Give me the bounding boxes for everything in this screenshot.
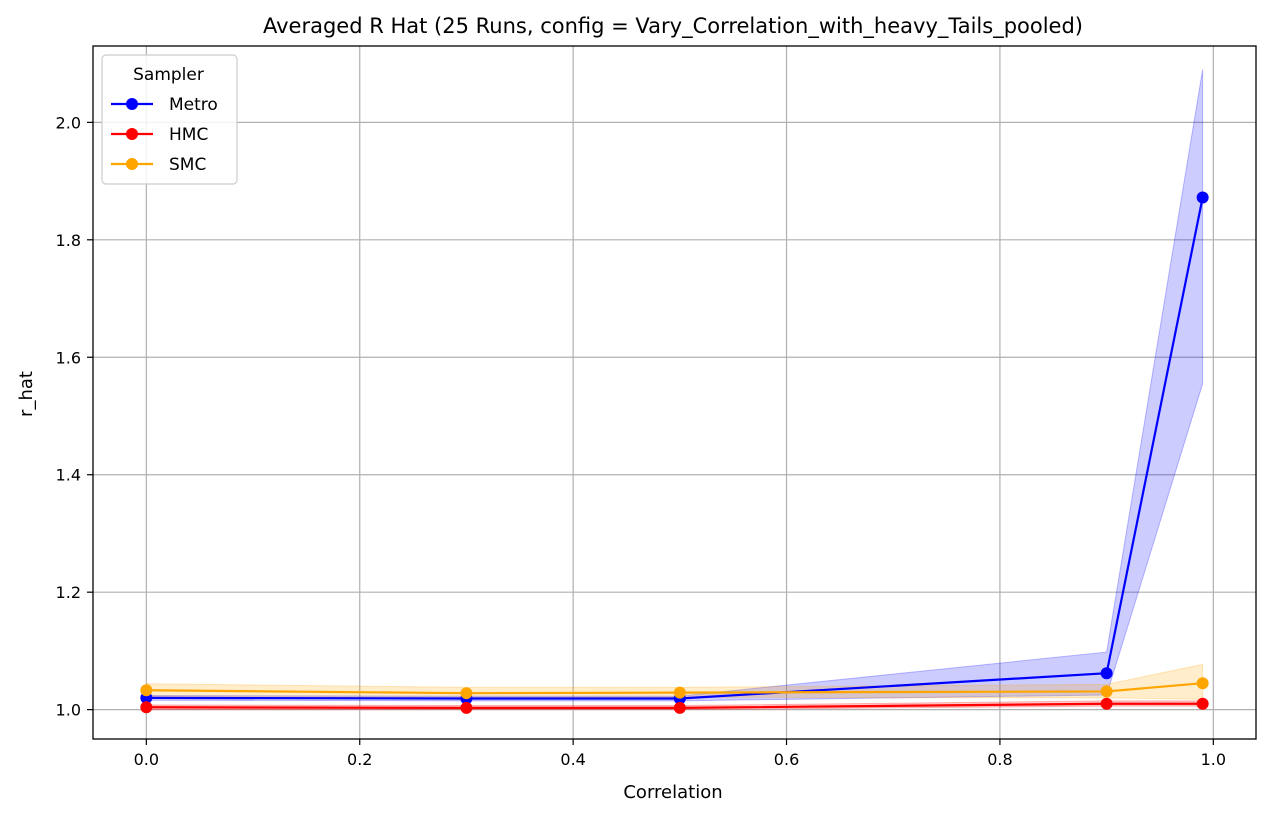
y-tick-label: 1.6 <box>56 348 81 367</box>
data-point-smc <box>140 684 153 697</box>
x-tick-label: 0.4 <box>560 750 585 769</box>
y-axis-label: r_hat <box>16 371 37 417</box>
legend: Sampler Metro HMC SMC <box>101 54 238 185</box>
data-point-metro <box>1100 667 1113 680</box>
data-point-smc <box>673 686 686 699</box>
x-tick-label: 0.6 <box>774 750 799 769</box>
x-tick-label: 1.0 <box>1201 750 1226 769</box>
legend-marker-metro <box>126 98 138 110</box>
x-tick-label: 0.8 <box>987 750 1012 769</box>
data-point-hmc <box>673 701 686 714</box>
data-point-hmc <box>1196 697 1209 710</box>
legend-marker-smc <box>126 158 138 170</box>
legend-title: Sampler <box>133 65 204 85</box>
data-point-hmc <box>460 701 473 714</box>
data-point-hmc <box>140 701 153 714</box>
legend-marker-hmc <box>126 128 138 140</box>
chart-title: Averaged R Hat (25 Runs, config = Vary_C… <box>263 14 1083 39</box>
legend-label-metro: Metro <box>169 95 218 115</box>
series-line-metro <box>146 197 1204 700</box>
legend-label-hmc: HMC <box>169 125 208 145</box>
legend-box <box>101 54 238 185</box>
y-tick-label: 1.2 <box>56 583 81 602</box>
data-point-smc <box>460 687 473 700</box>
series-band-metro <box>145 69 1204 702</box>
y-tick-label: 1.4 <box>56 466 81 485</box>
data-point-smc <box>1100 685 1113 698</box>
x-tick-label: 0.0 <box>134 750 159 769</box>
x-axis-label: Correlation <box>623 782 722 803</box>
y-tick-label: 2.0 <box>56 113 81 132</box>
data-point-smc <box>1196 677 1209 690</box>
data-point-metro <box>1196 191 1209 204</box>
axes-frame <box>92 45 1257 740</box>
y-tick-label: 1.0 <box>56 701 81 720</box>
data-point-hmc <box>1100 697 1113 710</box>
legend-label-smc: SMC <box>169 155 206 175</box>
y-tick-label: 1.8 <box>56 231 81 250</box>
plot-area: 0.0 0.2 0.4 0.6 0.8 1.0 1.0 1.2 1.4 1.6 1.8 2.0 <box>56 45 1257 769</box>
x-tick-label: 0.2 <box>347 750 372 769</box>
